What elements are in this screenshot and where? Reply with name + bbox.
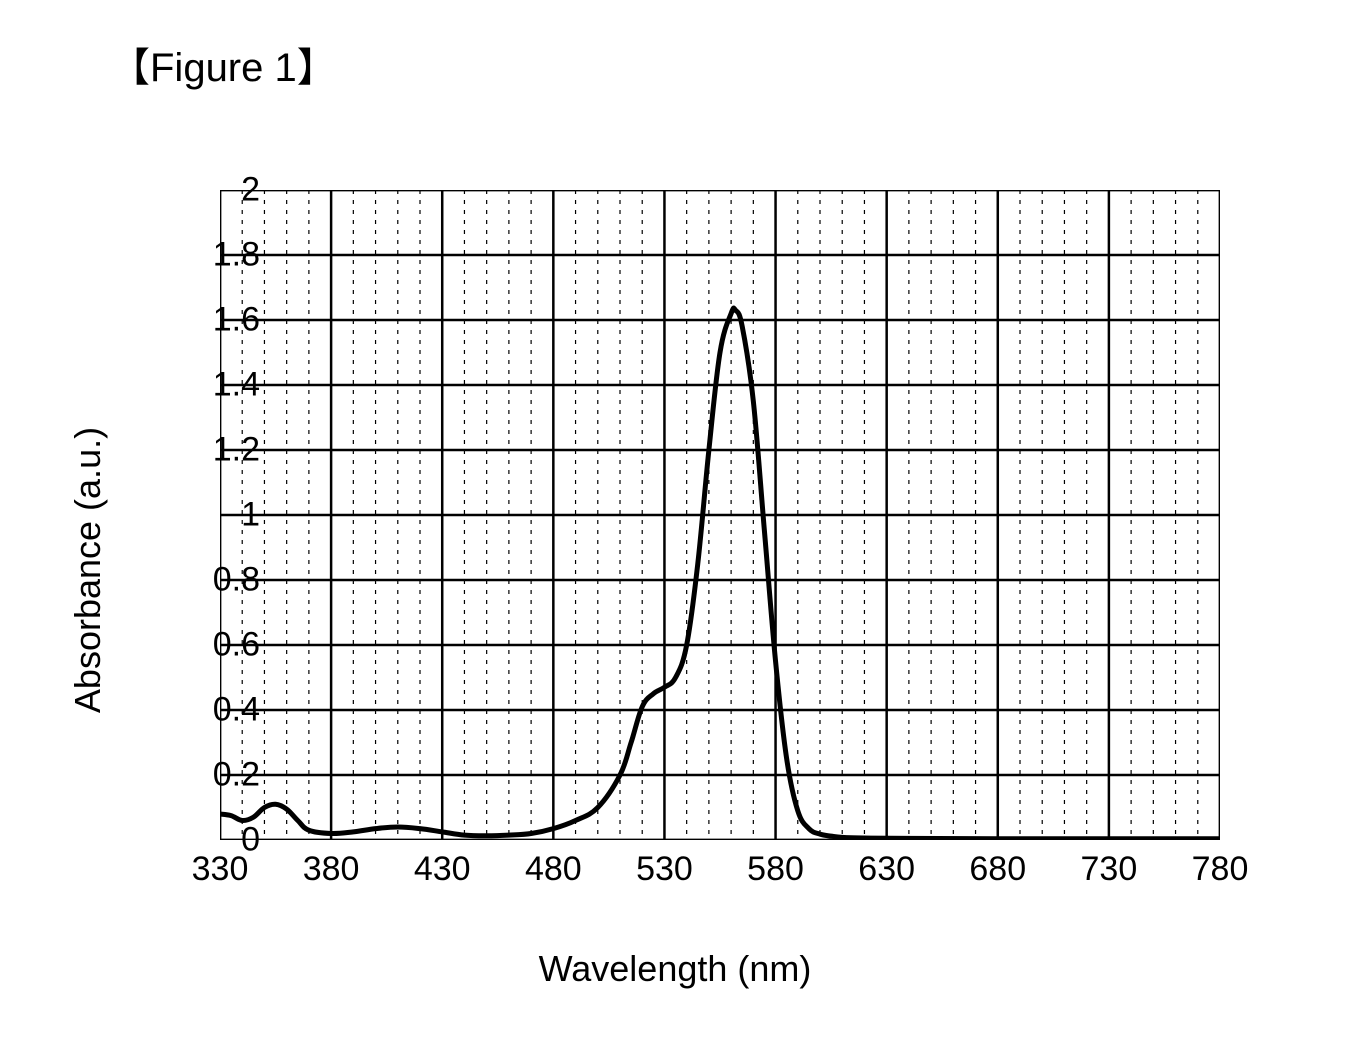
plot-area: [220, 190, 1220, 840]
y-tick-label: 2: [180, 171, 260, 210]
y-axis-label: Absorbance (a.u.): [67, 427, 109, 713]
page: 【Figure 1】 Absorbance (a.u.) Wavelength …: [0, 0, 1367, 1050]
x-tick-label: 730: [1081, 850, 1138, 889]
y-tick-label: 0.2: [180, 756, 260, 795]
x-tick-label: 530: [636, 850, 693, 889]
y-tick-label: 0.6: [180, 626, 260, 665]
y-tick-label: 1.2: [180, 431, 260, 470]
chart-container: Absorbance (a.u.) Wavelength (nm) 00.20.…: [80, 170, 1270, 990]
y-tick-label: 1.8: [180, 236, 260, 275]
chart-svg: [220, 190, 1220, 840]
x-tick-label: 630: [858, 850, 915, 889]
x-tick-label: 780: [1192, 850, 1249, 889]
x-tick-label: 380: [303, 850, 360, 889]
x-tick-label: 430: [414, 850, 471, 889]
figure-title: 【Figure 1】: [110, 35, 337, 93]
y-tick-label: 1.4: [180, 366, 260, 405]
x-tick-label: 480: [525, 850, 582, 889]
x-axis-label: Wavelength (nm): [80, 948, 1270, 990]
y-tick-label: 1.6: [180, 301, 260, 340]
y-tick-label: 0.8: [180, 561, 260, 600]
y-tick-label: 1: [180, 496, 260, 535]
x-tick-label: 680: [969, 850, 1026, 889]
x-tick-label: 580: [747, 850, 804, 889]
y-tick-label: 0.4: [180, 691, 260, 730]
x-tick-label: 330: [192, 850, 249, 889]
